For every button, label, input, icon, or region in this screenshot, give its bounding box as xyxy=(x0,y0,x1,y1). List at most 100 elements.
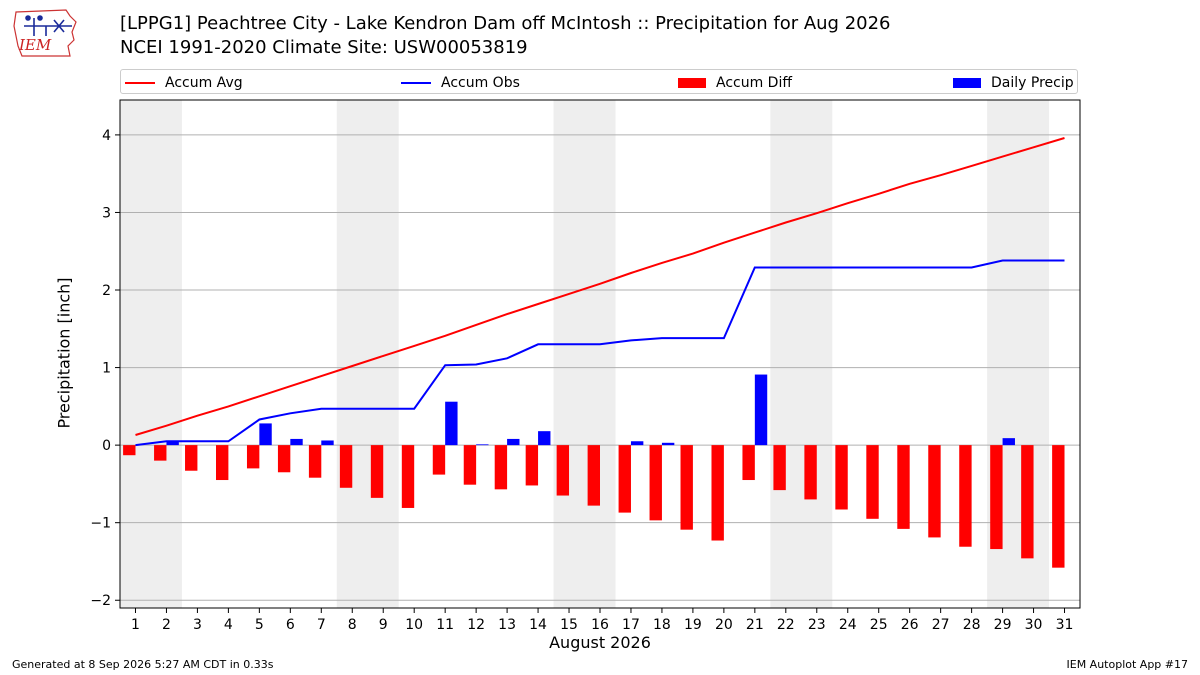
accum-diff-bar-13 xyxy=(494,445,508,490)
y-tick-label-1: −1 xyxy=(90,516,111,532)
x-tick-label-7: 7 xyxy=(317,617,326,633)
accum-obs-line xyxy=(135,259,1065,447)
x-tick-label-9: 9 xyxy=(379,617,388,633)
x-tick-label-24: 24 xyxy=(839,617,857,633)
weather-station-icon xyxy=(24,15,72,36)
y-tick-label-4: 2 xyxy=(102,283,111,299)
legend-label-accum-avg: Accum Avg xyxy=(165,74,243,91)
daily-precip-bar-13 xyxy=(507,438,520,446)
daily-precip-bar-2 xyxy=(166,441,179,446)
x-tick-label-4: 4 xyxy=(224,617,233,633)
x-tick-label-5: 5 xyxy=(255,617,264,633)
iem-logo: IEM xyxy=(13,9,77,57)
accum-diff-bar-5 xyxy=(246,445,260,469)
legend-swatch-accum-obs xyxy=(401,81,431,84)
daily-precip-bar-11 xyxy=(445,401,458,446)
x-tick-label-31: 31 xyxy=(1056,617,1074,633)
weekend-shade-3 xyxy=(553,100,616,608)
x-tick-label-23: 23 xyxy=(808,617,826,633)
legend-item-accum-diff: Accum Diff xyxy=(678,70,792,95)
accum-diff-bar-24 xyxy=(835,445,848,510)
accum-diff-bar-22 xyxy=(773,445,786,491)
x-tick-label-17: 17 xyxy=(622,617,640,633)
daily-precip-bar-17 xyxy=(630,441,644,446)
x-tick-label-27: 27 xyxy=(932,617,950,633)
daily-precip-bar-6 xyxy=(290,438,303,446)
chart-legend: Accum Avg Accum Obs Accum Diff Daily Pre… xyxy=(120,69,1078,94)
daily-precip-bar-5 xyxy=(259,423,272,446)
x-tick-label-2: 2 xyxy=(162,617,171,633)
accum-diff-bar-17 xyxy=(618,445,631,513)
legend-label-accum-diff: Accum Diff xyxy=(716,74,793,91)
x-tick-label-26: 26 xyxy=(901,617,919,633)
x-tick-label-11: 11 xyxy=(436,617,454,633)
accum-diff-bar-16 xyxy=(587,445,600,506)
daily-precip-bar-12 xyxy=(476,444,489,446)
x-tick-label-14: 14 xyxy=(529,617,547,633)
weekend-shade-1 xyxy=(120,100,182,608)
daily-precip-bar-14 xyxy=(538,431,551,446)
x-tick-label-1: 1 xyxy=(131,617,140,633)
legend-label-accum-obs: Accum Obs xyxy=(441,74,520,91)
y-tick-label-5: 3 xyxy=(102,205,111,221)
accum-diff-bar-6 xyxy=(277,445,291,473)
daily-precip-bar-7 xyxy=(321,440,334,446)
x-tick-label-19: 19 xyxy=(684,617,702,633)
x-tick-label-28: 28 xyxy=(963,617,981,633)
legend-item-daily-precip: Daily Precip xyxy=(953,70,1074,95)
legend-label-daily-precip: Daily Precip xyxy=(991,74,1074,91)
footer-generated: Generated at 8 Sep 2026 5:27 AM CDT in 0… xyxy=(12,658,274,671)
x-tick-label-10: 10 xyxy=(405,617,423,633)
x-tick-label-20: 20 xyxy=(715,617,733,633)
weekend-shade-4 xyxy=(770,100,833,608)
legend-item-accum-avg: Accum Avg xyxy=(125,70,243,95)
legend-swatch-accum-avg xyxy=(125,81,155,84)
accum-diff-bar-1 xyxy=(123,445,136,456)
accum-diff-bar-7 xyxy=(308,445,322,478)
chart-title-line2: NCEI 1991-2020 Climate Site: USW00053819 xyxy=(120,37,528,58)
x-tick-label-15: 15 xyxy=(560,617,578,633)
footer-app: IEM Autoplot App #17 xyxy=(1066,658,1189,671)
accum-diff-bar-20 xyxy=(711,445,724,541)
x-axis-label: August 2026 xyxy=(549,633,651,652)
accum-diff-bar-19 xyxy=(680,445,693,530)
accum-diff-bar-28 xyxy=(959,445,972,547)
accum-avg-line xyxy=(135,137,1065,436)
x-tick-label-18: 18 xyxy=(653,617,671,633)
y-tick-label-2: 0 xyxy=(102,438,111,454)
accum-diff-bar-10 xyxy=(401,445,415,508)
accum-diff-bar-21 xyxy=(742,445,755,481)
x-tick-label-29: 29 xyxy=(994,617,1012,633)
accum-diff-bar-11 xyxy=(432,445,446,475)
x-tick-label-8: 8 xyxy=(348,617,357,633)
legend-swatch-accum-diff xyxy=(678,77,706,88)
x-tick-label-22: 22 xyxy=(777,617,795,633)
accum-diff-bar-18 xyxy=(649,445,662,521)
accum-diff-bar-29 xyxy=(990,445,1003,550)
x-tick-label-21: 21 xyxy=(746,617,764,633)
daily-precip-bar-21 xyxy=(754,374,768,446)
accum-diff-bar-31 xyxy=(1052,445,1065,568)
accum-diff-bar-8 xyxy=(339,445,353,488)
x-tick-label-16: 16 xyxy=(591,617,609,633)
y-tick-label-0: −2 xyxy=(90,593,111,609)
x-tick-label-12: 12 xyxy=(467,617,485,633)
accum-diff-bar-23 xyxy=(804,445,817,500)
x-tick-label-30: 30 xyxy=(1025,617,1043,633)
accum-diff-bar-9 xyxy=(370,445,384,498)
chart-title-line1: [LPPG1] Peachtree City - Lake Kendron Da… xyxy=(120,13,891,34)
accum-diff-bar-2 xyxy=(154,445,167,461)
accum-diff-bar-14 xyxy=(525,445,539,486)
x-tick-label-13: 13 xyxy=(498,617,516,633)
x-tick-label-25: 25 xyxy=(870,617,888,633)
logo-text: IEM xyxy=(18,36,52,54)
accum-diff-bar-12 xyxy=(463,445,477,485)
legend-item-accum-obs: Accum Obs xyxy=(401,70,520,95)
accum-diff-bar-15 xyxy=(556,445,570,496)
iowa-outline xyxy=(13,9,77,57)
accum-diff-bar-27 xyxy=(928,445,941,538)
x-tick-label-3: 3 xyxy=(193,617,202,633)
accum-diff-bar-4 xyxy=(216,445,229,481)
x-tick-label-6: 6 xyxy=(286,617,295,633)
